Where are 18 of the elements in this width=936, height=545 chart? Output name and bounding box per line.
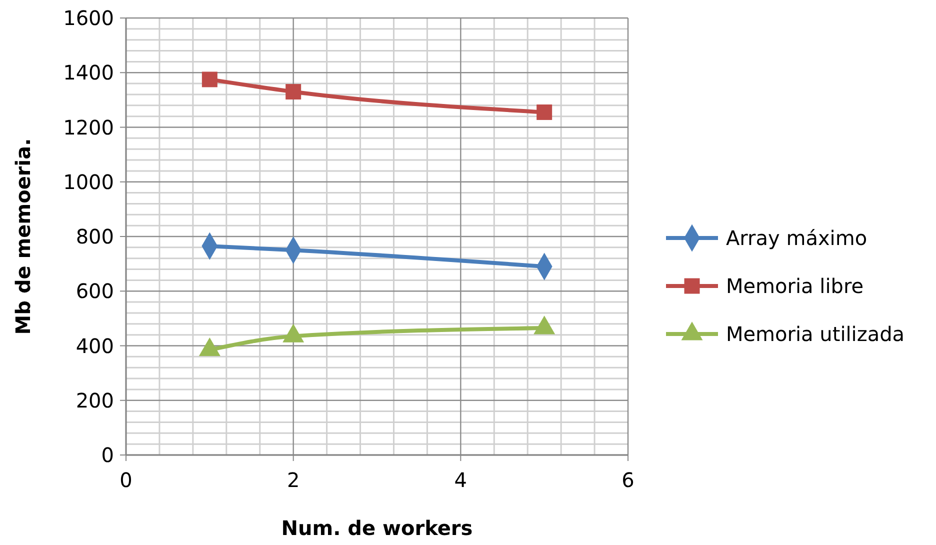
y-tick-label: 800 (76, 224, 114, 248)
y-tick-label: 200 (76, 388, 114, 412)
y-tick-label: 1400 (63, 60, 114, 85)
y-tick-label: 0 (101, 443, 114, 467)
y-axis-title: Mb de memoeria. (11, 138, 35, 335)
legend-label: Memoria utilizada (726, 322, 905, 346)
x-tick-label: 6 (622, 468, 634, 492)
x-tick-label: 2 (286, 468, 300, 492)
y-tick-label: 1600 (63, 6, 114, 30)
x-axis-title: Num. de workers (281, 516, 473, 540)
y-tick-label: 1000 (63, 170, 114, 194)
y-tick-label: 1200 (63, 115, 114, 140)
y-tick-label: 600 (76, 279, 114, 304)
legend-label: Array máximo (726, 226, 868, 250)
y-tick-label: 400 (76, 334, 114, 358)
x-tick-label: 0 (120, 468, 132, 492)
x-tick-label: 4 (454, 468, 468, 492)
legend-label: Memoria libre (726, 274, 864, 298)
